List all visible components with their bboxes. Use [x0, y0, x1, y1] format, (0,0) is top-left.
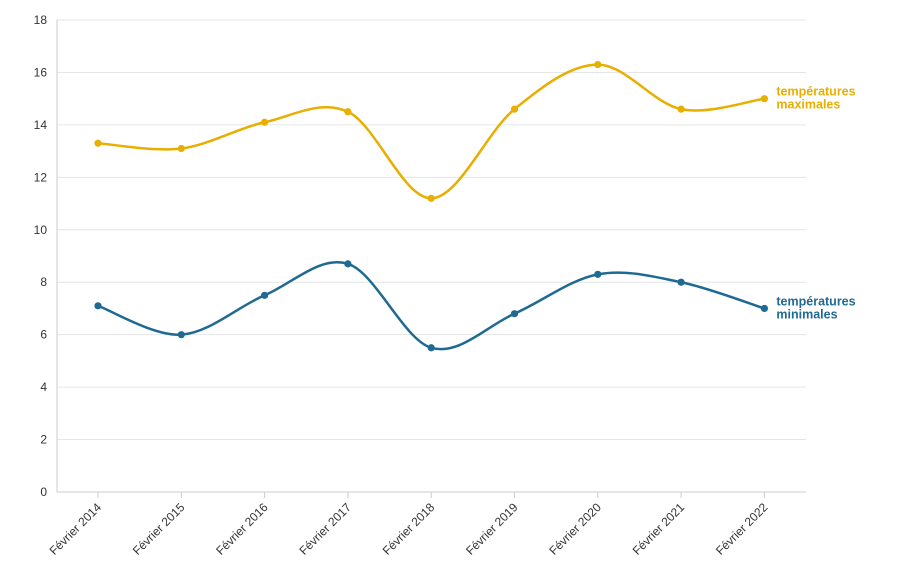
- series-line: [96, 261, 766, 351]
- y-tick-label: 6: [40, 328, 47, 342]
- x-tick-label: Février 2020: [546, 500, 604, 558]
- data-point: [177, 144, 185, 153]
- data-point: [261, 118, 269, 126]
- series-group: températures maximales températures minimal…: [94, 60, 856, 352]
- x-tick-label: Février 2015: [130, 500, 188, 558]
- x-tick-label: Février 2017: [296, 500, 354, 558]
- series-label: températures maximales: [776, 85, 855, 112]
- series-max: températures maximales: [94, 60, 856, 202]
- data-point: [677, 105, 685, 113]
- data-point: [677, 278, 685, 286]
- data-point: [760, 304, 769, 313]
- y-tick-label: 18: [34, 13, 48, 27]
- series-min: températures minimales: [94, 260, 856, 352]
- data-point: [510, 105, 519, 113]
- data-point: [760, 95, 769, 103]
- y-tick-label: 4: [40, 380, 47, 394]
- data-point: [94, 139, 102, 147]
- data-point: [94, 302, 102, 310]
- y-tick-label: 10: [34, 223, 48, 237]
- y-tick-label: 0: [40, 485, 47, 499]
- x-tick-label: Février 2016: [213, 500, 271, 558]
- data-point: [594, 60, 602, 69]
- y-tick-label: 12: [34, 170, 48, 184]
- data-point: [344, 260, 352, 268]
- data-point: [427, 344, 435, 352]
- x-tick-label: Février 2021: [630, 500, 688, 558]
- data-point: [344, 108, 352, 116]
- x-tick-label: Février 2014: [47, 500, 105, 558]
- data-point: [177, 331, 185, 339]
- x-tick-label: Février 2019: [463, 500, 521, 558]
- data-point: [510, 310, 519, 318]
- y-tick-label: 14: [34, 118, 48, 132]
- data-point: [427, 194, 435, 202]
- data-point: [594, 270, 602, 278]
- x-tick-label: Février 2018: [380, 500, 438, 558]
- series-label: températures minimales: [776, 294, 855, 321]
- grid-lines: [57, 19, 806, 441]
- data-point: [261, 291, 269, 299]
- y-tick-label: 8: [40, 275, 47, 289]
- y-tick-label: 16: [34, 65, 48, 79]
- y-tick-label: 2: [40, 433, 47, 447]
- x-tick-label: Février 2022: [713, 500, 771, 558]
- series-line: [96, 63, 766, 200]
- y-axis-ticks: 0 2 4 6 8 10 12 14 16 18: [34, 13, 48, 499]
- x-axis: Février 2014 Février 2015 Février 2016 Févr…: [47, 20, 806, 558]
